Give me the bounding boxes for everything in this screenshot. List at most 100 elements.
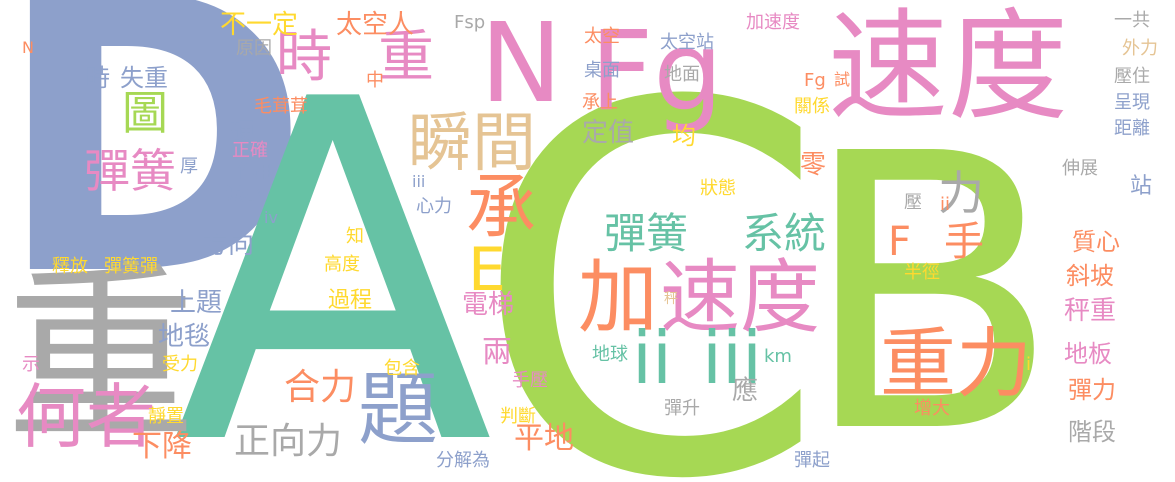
word-cloud-word: C: [472, 0, 829, 482]
word-cloud-word: 速度: [828, 0, 1068, 137]
word-cloud-word: 試: [834, 70, 851, 89]
word-cloud-word: 中: [366, 70, 384, 91]
word-cloud-word: 加速度: [746, 12, 800, 33]
word-cloud-word: 應: [732, 376, 759, 406]
word-cloud-word: 伸展: [1062, 158, 1098, 179]
word-cloud-word: 時: [276, 25, 332, 90]
word-cloud-word: 減小: [226, 184, 262, 205]
word-cloud-word: E: [468, 235, 506, 305]
word-cloud-word: 何者: [16, 376, 156, 458]
word-cloud-word: 厚: [180, 156, 198, 177]
word-cloud-word: 硬: [230, 118, 254, 146]
word-cloud-word: 秤重: [1064, 296, 1117, 326]
word-cloud-word: 太空: [584, 26, 620, 47]
word-cloud-word: 上題: [170, 288, 223, 318]
word-cloud-word: 知: [346, 226, 364, 247]
word-cloud-word: iv: [264, 208, 278, 227]
word-cloud-word: 地球: [592, 344, 628, 365]
word-cloud-word: 圖: [122, 86, 168, 140]
word-cloud-word: 加: [578, 251, 658, 344]
word-cloud-word: 手: [944, 219, 984, 265]
word-cloud-word: 彈起: [794, 450, 830, 471]
word-cloud-word: 狀態: [700, 178, 736, 199]
word-cloud-word: 一共: [1114, 10, 1150, 31]
word-cloud-word: 不一定: [220, 10, 299, 40]
word-cloud-word: 關係: [794, 96, 830, 117]
word-cloud-word: 零: [800, 150, 827, 180]
word-cloud-word: B: [800, 73, 1061, 482]
word-cloud-word: 壓: [904, 192, 922, 213]
word-cloud-word: 外力: [1122, 38, 1158, 59]
word-cloud-word: N: [22, 38, 34, 57]
word-cloud-word: 地面: [664, 64, 700, 85]
word-cloud-word: 地板: [1064, 340, 1112, 368]
word-cloud-word: ii: [940, 194, 951, 215]
word-cloud-word: 彈簧: [84, 144, 176, 198]
word-cloud-word: A: [172, 1, 494, 482]
word-cloud-word: 電梯: [462, 290, 515, 320]
word-cloud-word: 示: [22, 354, 40, 375]
word-cloud-word: 承: [466, 166, 536, 248]
word-cloud-word: 瞬間: [408, 107, 536, 181]
word-cloud-word: 均: [672, 122, 696, 150]
word-cloud-word: 重: [378, 25, 434, 90]
word-cloud-word: 正向力: [234, 421, 343, 462]
word-cloud-word: 重: [6, 246, 197, 467]
word-cloud-word: 質心: [1072, 228, 1120, 256]
word-cloud-word: 太空人: [336, 10, 415, 40]
word-cloud-word: 手壓: [512, 370, 548, 391]
word-cloud-word: 桌面: [584, 60, 620, 81]
word-cloud-word: 系統: [742, 209, 827, 258]
word-cloud-word: 秤: [664, 291, 678, 307]
word-cloud-word: 時: [86, 64, 110, 92]
word-cloud-word: 受力: [162, 354, 198, 375]
word-cloud-word: 速度: [660, 251, 820, 344]
word-cloud-word: 站: [1130, 174, 1153, 199]
word-cloud-word: 靜置: [148, 406, 184, 427]
word-cloud-word: 包含: [384, 358, 420, 379]
word-cloud-word: 釋放: [52, 256, 88, 277]
word-cloud-word: 定值: [582, 118, 635, 148]
word-cloud-word: 平地: [514, 421, 574, 456]
word-cloud-word: 分解為: [436, 450, 490, 471]
word-cloud-word: N: [480, 0, 563, 127]
word-cloud-word: 地毯: [158, 322, 211, 352]
word-cloud-word: 作用: [236, 162, 272, 183]
word-cloud-word: Fg: [590, 7, 724, 135]
word-cloud-word: 重力: [880, 319, 1032, 408]
word-cloud-word: 壓住: [1114, 66, 1150, 87]
word-cloud-word: 高度: [324, 254, 360, 275]
word-cloud-word: D: [0, 0, 311, 359]
word-cloud-word: iii: [412, 172, 426, 191]
word-cloud-word: 階段: [1068, 418, 1116, 446]
word-cloud-word: 合力: [284, 367, 357, 408]
word-cloud-word: 承上: [582, 92, 618, 113]
word-cloud-word: 彈簧: [604, 209, 689, 258]
word-cloud-word: 原因: [236, 38, 272, 59]
word-cloud-word: 題: [358, 363, 438, 456]
word-cloud-word: 彈升: [664, 398, 700, 419]
word-cloud-word: F: [888, 219, 912, 265]
word-cloud-word: 判斷: [500, 406, 536, 427]
word-cloud-word: 失重: [120, 64, 168, 92]
word-cloud-word: 呈現: [1114, 92, 1150, 113]
word-cloud-word: Fg: [804, 70, 826, 91]
word-cloud-word: 兩: [482, 335, 512, 370]
word-cloud-word: 彈簧彈: [104, 256, 158, 277]
word-cloud-word: 正確: [232, 140, 268, 161]
word-cloud-word: 力: [938, 166, 984, 220]
word-cloud-word: Fsp: [454, 12, 486, 33]
word-cloud-word: 心力: [416, 196, 452, 217]
word-cloud-word: i: [1026, 354, 1032, 375]
word-cloud-word: 半徑: [904, 262, 940, 283]
word-cloud-word: 增大: [914, 398, 950, 419]
word-cloud-word: 斜坡: [1066, 262, 1114, 290]
word-cloud-word: 過程: [328, 288, 373, 313]
word-cloud-word: 太空站: [660, 32, 714, 53]
word-cloud-word: ii: [632, 316, 673, 400]
word-cloud-word: 方向: [202, 230, 255, 260]
word-cloud-word: 下降: [132, 429, 192, 464]
word-cloud-word: 距離: [1114, 118, 1150, 139]
word-cloud-word: km: [764, 346, 792, 367]
